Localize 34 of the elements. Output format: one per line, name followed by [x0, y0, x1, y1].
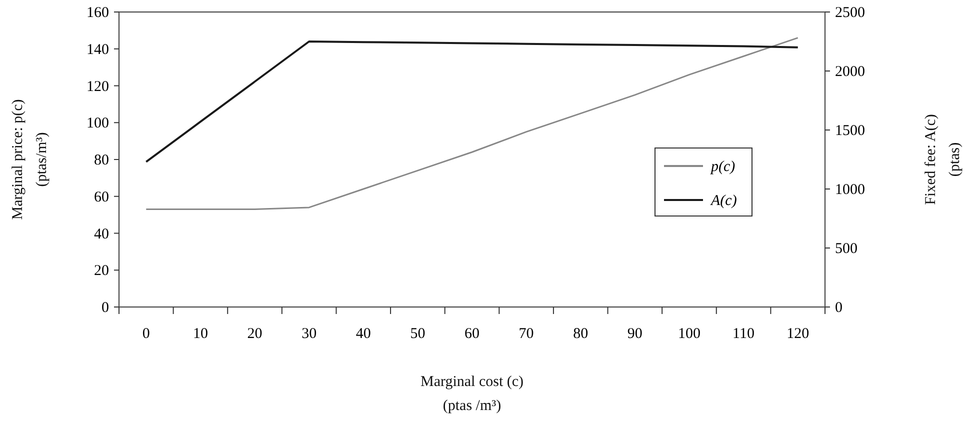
- y-tick-label: 20: [94, 263, 109, 280]
- x-tick-label: 80: [573, 326, 588, 342]
- x-axis-title: Marginal cost (c) (ptas /m³): [420, 374, 524, 414]
- y2-tick-label: 2000: [835, 64, 865, 80]
- y-tick-label: 60: [94, 189, 109, 206]
- y2-tick-label: 500: [835, 241, 858, 257]
- y-tick-label: 40: [94, 226, 109, 242]
- x-tick-label: 50: [410, 326, 426, 342]
- x-tick-label: 60: [464, 326, 480, 342]
- x-tick-label: 100: [678, 326, 700, 342]
- y-tick-label: 100: [86, 116, 109, 132]
- y-tick-label: 0: [102, 300, 109, 316]
- x-tick-label: 70: [518, 326, 534, 342]
- x-tick-label: 30: [302, 326, 317, 342]
- y2-axis-title: Fixed fee: A(c) (ptas): [923, 114, 963, 205]
- x-tick-label: 20: [247, 326, 262, 342]
- x-tick-label: 10: [192, 326, 208, 342]
- y-tick-label: 160: [86, 5, 109, 21]
- y-tick-label: 140: [86, 42, 109, 58]
- x-tick-label: 90: [627, 326, 642, 342]
- line-series: [145, 37, 799, 210]
- legend-label: A(c): [710, 193, 737, 209]
- y-tick-label: 80: [94, 152, 109, 168]
- x-tick-label: 110: [732, 326, 755, 342]
- x-tick-label: 40: [356, 326, 371, 342]
- x-tick-label: 0: [142, 326, 150, 342]
- y-tick-label: 120: [86, 78, 109, 95]
- y2-tick-label: 1500: [835, 123, 865, 139]
- x-tick-label: 120: [786, 326, 810, 342]
- legend-label: p(c): [710, 159, 736, 175]
- y-axis-title: Marginal price: p(c) (ptas/m³): [10, 99, 50, 220]
- y2-tick-label: 1000: [835, 182, 865, 198]
- y2-tick-label: 0: [835, 300, 842, 316]
- y2-tick-label: 2500: [835, 5, 865, 21]
